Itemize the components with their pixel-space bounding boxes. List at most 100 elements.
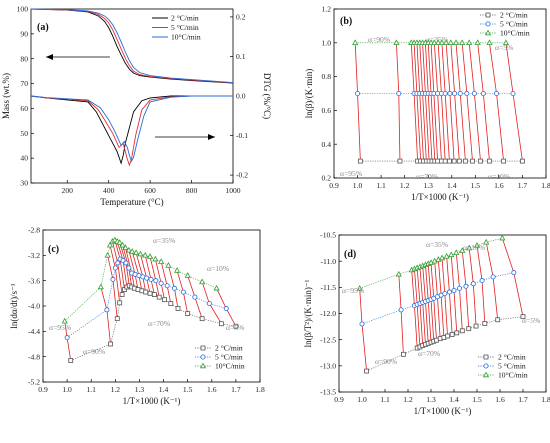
panel-c-data-point <box>106 241 114 248</box>
panel-b-data-point <box>355 91 361 97</box>
panel-b-data-point <box>480 91 486 97</box>
panel-b-data-point <box>438 39 445 45</box>
panel-d-data-point <box>463 283 469 289</box>
panel-d-isoconversion-line <box>461 250 470 329</box>
panel-d-data-point <box>438 254 446 261</box>
panel-c-data-point <box>132 249 140 255</box>
panel-b-isoconversion-line <box>450 42 460 162</box>
panel-b-annotation: (b) <box>340 16 352 27</box>
panel-d-data-point <box>356 284 363 291</box>
panel-b-data-point <box>464 91 470 97</box>
panel-b-ytick-label: 0.2 <box>322 174 332 183</box>
panel-b-data-point <box>494 91 500 97</box>
panel-b-data-point <box>520 158 525 164</box>
panel-c-data-point <box>158 258 165 264</box>
panel-c-data-point <box>199 278 206 285</box>
panel-c-annotation: α=10% <box>207 264 230 273</box>
panel-d-isoconversion-line <box>398 274 404 355</box>
panel-a-xtick-label: 800 <box>186 186 198 195</box>
panel-b-isoconversion-line <box>416 42 424 162</box>
panel-c-legend-label: 2 °C/min <box>215 344 243 353</box>
panel-b-data-point <box>352 39 359 45</box>
panel-c-data-point <box>112 265 118 271</box>
panel-a-ytick-label: 60 <box>20 104 28 113</box>
panel-c-legend-marker <box>200 345 206 351</box>
panel-b-xtick-label: 1.5 <box>471 181 481 190</box>
panel-c-data-point <box>165 262 172 268</box>
panel-c-data-point <box>223 306 229 312</box>
panel-c-y-axis-label: ln(dα/dt)/s⁻¹ <box>9 283 19 328</box>
panel-b-data-point <box>486 39 493 45</box>
panel-d-data-point <box>449 332 455 337</box>
panel-b-x-axis-label: 1/T×1000 (K⁻¹) <box>411 192 469 202</box>
panel-c-annotation: α=5% <box>226 323 245 332</box>
panel-d-isoconversion-line <box>411 270 418 349</box>
panel-a-ytick-label: 80 <box>20 54 28 63</box>
panel-a-ytick-label: 30 <box>20 179 28 188</box>
panel-c-xtick-label: 1.1 <box>86 385 96 394</box>
panel-c-data-point <box>156 294 162 300</box>
panel-d-isoconversion-line <box>476 245 486 324</box>
panel-d-ytick-label: -13.5 <box>320 388 336 397</box>
panel-a-ytick-label: 90 <box>20 29 28 38</box>
panel-b-data-point <box>487 158 492 164</box>
panel-b-data-point <box>457 91 463 97</box>
panel-d-legend-label: 10°C/min <box>498 371 528 380</box>
panel-b-annotation: α=35% <box>426 35 449 44</box>
panel-d-data-point <box>495 317 501 323</box>
panel-d-data-point <box>457 285 463 291</box>
panel-b-isoconversion-line <box>505 42 523 162</box>
panel-d-isoconversion-line <box>468 248 477 327</box>
panel-c-ytick-label: -2.8 <box>28 226 40 235</box>
panel-b-data-point <box>510 91 516 97</box>
panel-d-isoconversion-line <box>485 242 499 320</box>
panel-d-data-point <box>448 251 455 258</box>
panel-b-legend-marker <box>484 29 492 36</box>
panel-b-data-point <box>451 158 457 164</box>
panel-a-mass-curve <box>30 8 234 84</box>
panel-c-legend-marker <box>199 362 207 369</box>
panel-b-data-point <box>501 158 507 164</box>
panel-b-legend-label: 10°C/min <box>500 29 530 38</box>
panel-c-series-line <box>66 258 227 338</box>
panel-c-data-point <box>173 267 181 273</box>
panel-a-mass-curve <box>30 8 234 84</box>
panel-a-y2-axis-label: DTG (%/°C) <box>262 73 272 119</box>
panel-d-data-point <box>442 291 448 297</box>
panel-b-xtick-label: 1.6 <box>494 181 504 190</box>
panel-d-annotation: α=90% <box>375 357 398 366</box>
panel-d-data-point <box>479 278 485 284</box>
panel-b: 0.9 1.0 1.1 1.2 1.3 1.4 1.5 1.6 1.7 1.8 0.2 0.4 0.6 0… <box>304 5 550 202</box>
panel-c-data-point <box>152 255 159 262</box>
panel-c-data-point <box>143 289 149 295</box>
panel-d-data-point <box>398 307 404 313</box>
panel-c-xtick-label: 1.7 <box>231 385 241 394</box>
panel-d-data-point <box>499 234 506 241</box>
panel-a-dtg-curve <box>30 95 233 167</box>
panel-d-xtick-label: 1.5 <box>472 395 482 404</box>
panel-d-data-point <box>466 326 472 332</box>
panel-c-data-point <box>144 275 150 281</box>
panel-d-data-point <box>454 330 460 336</box>
panel-a-ytick-label: 50 <box>20 129 28 138</box>
panel-b-data-point <box>447 91 453 97</box>
panel-a-xtick-label: 200 <box>62 186 74 195</box>
panel-c-data-point <box>137 250 144 257</box>
panel-c-data-point <box>199 316 205 322</box>
panel-b-annotation: α=10% <box>488 172 511 181</box>
panel-b-ytick-label: 0.6 <box>322 106 332 115</box>
panel-c-data-point <box>192 294 198 300</box>
panel-c-xtick-label: 1.0 <box>62 385 72 394</box>
panel-d-annotation: α=95% <box>342 286 365 295</box>
panel-c-data-point <box>117 300 123 306</box>
panel-c-xtick-label: 1.4 <box>159 385 169 394</box>
panel-c-data-point <box>233 323 239 329</box>
panel-b-data-point <box>447 158 452 164</box>
panel-c-ytick-label: -4.0 <box>28 302 40 311</box>
panel-c-data-point <box>148 276 154 282</box>
panel-c-data-point <box>171 285 177 291</box>
panel-c-ytick-label: -5.2 <box>28 378 40 387</box>
panel-b-data-point <box>471 91 477 97</box>
panel-d-legend-label: 2 °C/min <box>498 353 526 362</box>
panel-d-legend-marker <box>483 363 489 369</box>
